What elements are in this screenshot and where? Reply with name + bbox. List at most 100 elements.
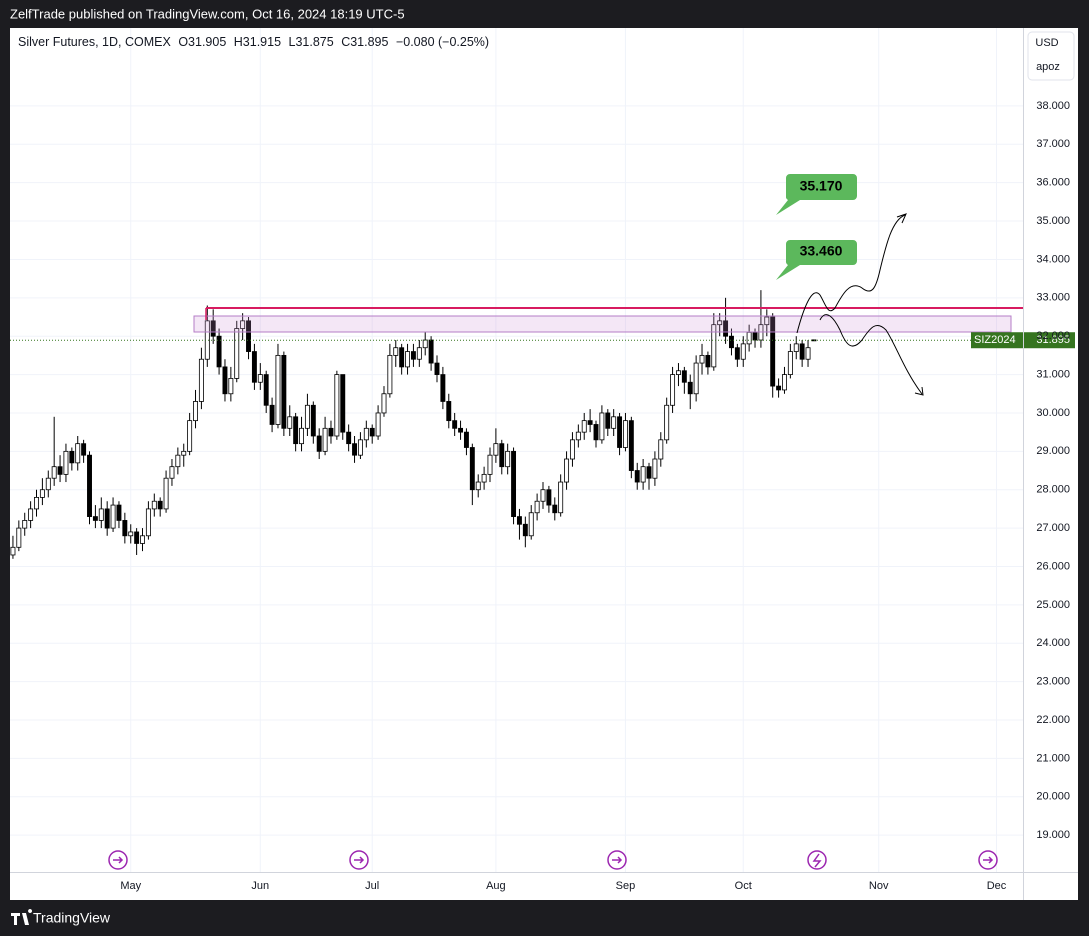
candle-body bbox=[793, 343, 799, 352]
candle-body bbox=[481, 473, 487, 483]
candle-body bbox=[593, 424, 599, 441]
candle-body bbox=[275, 354, 281, 425]
y-tick-label: 29.000 bbox=[1036, 445, 1070, 457]
y-tick-label: 34.000 bbox=[1036, 253, 1070, 265]
candle-body bbox=[193, 401, 198, 422]
candle-body bbox=[92, 516, 98, 521]
event-glyph bbox=[812, 853, 822, 868]
candle-body bbox=[652, 458, 658, 479]
event-icon[interactable] bbox=[807, 850, 827, 870]
candle-body bbox=[522, 523, 528, 537]
candle-body bbox=[116, 504, 122, 521]
candle-body bbox=[646, 466, 652, 479]
candle-body bbox=[705, 354, 711, 368]
candle-body bbox=[410, 351, 416, 360]
y-tick-label: 28.000 bbox=[1036, 484, 1070, 496]
candle-body bbox=[281, 354, 287, 429]
arrow-head bbox=[896, 213, 907, 224]
candle-body bbox=[611, 416, 617, 429]
candle-body bbox=[452, 420, 458, 429]
candle-body bbox=[569, 439, 575, 460]
x-tick-label: Dec bbox=[987, 880, 1007, 892]
candle-body bbox=[299, 427, 304, 445]
candle-body bbox=[340, 374, 346, 433]
candle-body bbox=[699, 354, 705, 364]
candle-body bbox=[687, 381, 693, 395]
candle-body bbox=[57, 466, 63, 475]
candle-body bbox=[729, 335, 734, 349]
ohlc-value: 31.875 bbox=[295, 35, 333, 49]
candle-body bbox=[81, 443, 87, 456]
candle-body bbox=[670, 374, 676, 406]
candle-body bbox=[22, 520, 28, 529]
candle-body bbox=[776, 385, 782, 391]
candle-body bbox=[534, 500, 540, 514]
candle-body bbox=[387, 354, 393, 395]
candle-body bbox=[440, 374, 446, 402]
candle-body bbox=[617, 416, 623, 448]
candle-body bbox=[75, 443, 81, 464]
currency-button[interactable]: USD bbox=[1035, 37, 1058, 49]
bear-scenario-path bbox=[819, 314, 923, 395]
candle-body bbox=[782, 374, 787, 391]
ohlc-value: 31.895 bbox=[350, 35, 388, 49]
price-tag bbox=[1024, 332, 1075, 349]
event-glyph bbox=[354, 856, 365, 864]
candle-body bbox=[98, 508, 104, 521]
candle-body bbox=[528, 512, 534, 537]
candle-body bbox=[234, 328, 240, 379]
candle-body bbox=[51, 466, 57, 479]
event-icons bbox=[108, 850, 998, 870]
candle-body bbox=[622, 420, 628, 448]
y-tick-label: 31.000 bbox=[1036, 368, 1070, 380]
arrow-head bbox=[914, 386, 924, 396]
candle-body bbox=[39, 489, 45, 498]
x-tick-label: Oct bbox=[735, 880, 752, 892]
candle-body bbox=[251, 351, 257, 383]
event-icon[interactable] bbox=[607, 850, 627, 870]
candle-body bbox=[304, 404, 310, 429]
event-icon[interactable] bbox=[978, 850, 998, 870]
target-label: 35.170 bbox=[800, 178, 843, 194]
scale-buttons[interactable] bbox=[1027, 31, 1075, 81]
candle-body bbox=[628, 420, 634, 471]
candle-body bbox=[228, 378, 234, 395]
y-tick-label: 35.000 bbox=[1036, 215, 1070, 227]
y-tick-label: 37.000 bbox=[1036, 138, 1070, 150]
y-tick-label: 27.000 bbox=[1036, 522, 1070, 534]
x-tick-label: Aug bbox=[486, 880, 506, 892]
candle-body bbox=[363, 427, 369, 441]
candle-body bbox=[140, 535, 145, 544]
scale-button[interactable]: apoz bbox=[1036, 61, 1060, 73]
candle-body bbox=[511, 450, 517, 517]
candle-body bbox=[770, 316, 776, 387]
change: −0.080 (−0.25%) bbox=[396, 35, 489, 49]
y-tick-label: 36.000 bbox=[1036, 177, 1070, 189]
y-tick-label: 22.000 bbox=[1036, 714, 1070, 726]
candle-body bbox=[752, 331, 758, 341]
y-tick-label: 20.000 bbox=[1036, 791, 1070, 803]
candle-body bbox=[369, 427, 375, 437]
event-icon[interactable] bbox=[108, 850, 128, 870]
event-icon[interactable] bbox=[349, 850, 369, 870]
candle-body bbox=[581, 420, 587, 433]
candle-body bbox=[575, 431, 581, 441]
candle-body bbox=[63, 450, 69, 475]
candle-body bbox=[693, 362, 699, 395]
candle-body bbox=[658, 439, 664, 460]
candle-body bbox=[69, 450, 75, 464]
candle-body bbox=[516, 516, 522, 525]
candle-body bbox=[599, 412, 605, 441]
candle-body bbox=[416, 347, 422, 360]
candle-body bbox=[811, 339, 817, 342]
candle-body bbox=[269, 404, 275, 425]
candle-body bbox=[222, 366, 228, 395]
y-tick-label: 26.000 bbox=[1036, 560, 1070, 572]
candle-body bbox=[357, 439, 363, 456]
candle-body bbox=[175, 454, 181, 468]
publisher-line: ZelfTrade published on TradingView.com, … bbox=[10, 6, 405, 21]
candle-body bbox=[263, 374, 269, 406]
candle-body bbox=[310, 404, 316, 437]
x-tick-label: Jul bbox=[365, 880, 379, 892]
